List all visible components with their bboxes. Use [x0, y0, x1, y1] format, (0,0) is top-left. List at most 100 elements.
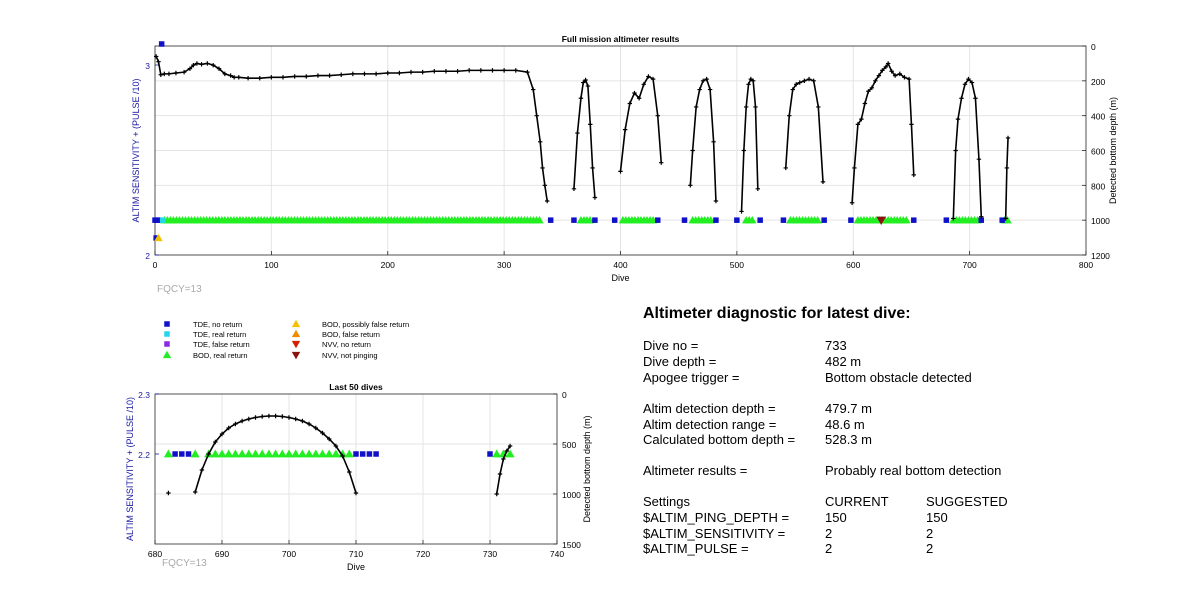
apogee-label: Apogee trigger = [643, 370, 740, 385]
tde-no-return-marker [353, 451, 359, 457]
tde-no-return-marker [592, 217, 598, 223]
legend-marker [291, 351, 301, 360]
y-right-tick-label: 1000 [1091, 216, 1110, 226]
depth-point [490, 68, 495, 73]
depth-point [816, 104, 821, 110]
depth-point [210, 62, 216, 68]
y-right-tick-label: 600 [1091, 147, 1105, 157]
depth-point [876, 73, 882, 78]
depth-point [525, 69, 530, 75]
bod-real-marker [902, 215, 911, 224]
bod-real-marker [324, 449, 334, 458]
legend-label: BOD, real return [193, 351, 248, 360]
setting-current: 150 [825, 510, 847, 525]
depth-point [353, 490, 359, 496]
depth-point [581, 80, 586, 85]
y-right-tick-label: 1500 [562, 540, 581, 550]
bod-real-marker [163, 449, 173, 458]
depth-point [976, 157, 982, 162]
y-right-tick-label: 800 [1091, 181, 1105, 191]
x-tick-label: 740 [550, 549, 564, 559]
depth-line [689, 77, 717, 202]
depth-point [951, 216, 956, 221]
depth-point [979, 214, 984, 219]
depth-point [507, 443, 513, 449]
x-tick-label: 730 [483, 549, 497, 559]
depth-point [802, 78, 807, 84]
depth-point [327, 73, 332, 78]
depth-point [739, 209, 744, 214]
suggested-label: SUGGESTED [926, 494, 1008, 509]
depth-point [245, 76, 251, 81]
depth-point [191, 62, 196, 68]
altim-range-value: 48.6 m [825, 417, 865, 432]
depth-point [362, 71, 367, 77]
y-right-tick-label: 1200 [1091, 251, 1110, 261]
depth-point [794, 82, 799, 87]
apogee-value: Bottom obstacle detected [825, 370, 972, 385]
depth-point [820, 179, 826, 185]
depth-line [619, 75, 663, 172]
depth-point [655, 113, 660, 118]
setting-name: $ALTIM_PING_DEPTH = [643, 510, 790, 525]
x-axis-label: Dive [611, 273, 629, 283]
depth-point [700, 78, 706, 84]
bod-real-marker [224, 449, 234, 458]
dive-no-value: 733 [825, 338, 847, 353]
bod-real-marker [297, 449, 307, 458]
depth-point [339, 72, 344, 77]
y-left-tick-label: 2.2 [138, 450, 150, 460]
bod-real-marker [244, 449, 254, 458]
chart-title: Full mission altimeter results [562, 34, 680, 44]
y-right-tick-label: 0 [1091, 42, 1096, 52]
tde-no-return-marker [654, 217, 661, 223]
depth-point [313, 425, 318, 431]
depth-point [260, 414, 265, 419]
depth-point [467, 68, 472, 73]
depth-point [713, 198, 719, 204]
depth-point [531, 87, 536, 92]
current-label: CURRENT [825, 494, 889, 509]
legend-marker [164, 331, 170, 337]
depth-point [315, 73, 321, 78]
depth-point [583, 77, 588, 83]
tde-no-return-marker [158, 41, 165, 47]
depth-point [193, 489, 198, 495]
legend-marker [164, 341, 170, 347]
tde-no-return-marker [185, 451, 192, 457]
bod-real-marker [257, 449, 267, 458]
bod-real-marker [813, 215, 822, 224]
legend-marker [291, 319, 301, 328]
depth-point [385, 70, 390, 76]
tde-no-return-marker [373, 451, 379, 457]
depth-point [787, 113, 792, 118]
settings-label: Settings [643, 494, 690, 509]
depth-point [911, 172, 916, 178]
y-left-axis-label: ALTIM SENSITIVITY + (PULSE /10) [125, 397, 135, 541]
setting-current: 2 [825, 541, 833, 556]
depth-point [233, 421, 238, 427]
legend-label: TDE, no return [193, 320, 242, 329]
depth-point [585, 83, 591, 89]
results-value: Probably real bottom detection [825, 463, 1002, 478]
x-tick-label: 720 [416, 549, 430, 559]
depth-point [408, 69, 414, 75]
depth-point [187, 66, 193, 71]
setting-suggested: 150 [926, 510, 948, 525]
bod-real-marker [505, 449, 515, 458]
tde-no-return-marker [571, 217, 577, 223]
calc-depth-value: 528.3 m [825, 432, 872, 447]
depth-point [206, 451, 211, 457]
setting-name: $ALTIM_PULSE = [643, 541, 749, 556]
bod-real-marker [535, 215, 544, 224]
depth-point [166, 71, 172, 77]
depth-point [650, 76, 656, 82]
legend-marker [162, 350, 172, 359]
depth-point [743, 104, 749, 110]
depth-point [966, 76, 971, 82]
depth-point [693, 104, 699, 110]
depth-point [222, 71, 228, 77]
tde-no-return-marker [366, 451, 373, 457]
dive-depth-value: 482 m [825, 354, 862, 369]
depth-point [704, 76, 709, 82]
